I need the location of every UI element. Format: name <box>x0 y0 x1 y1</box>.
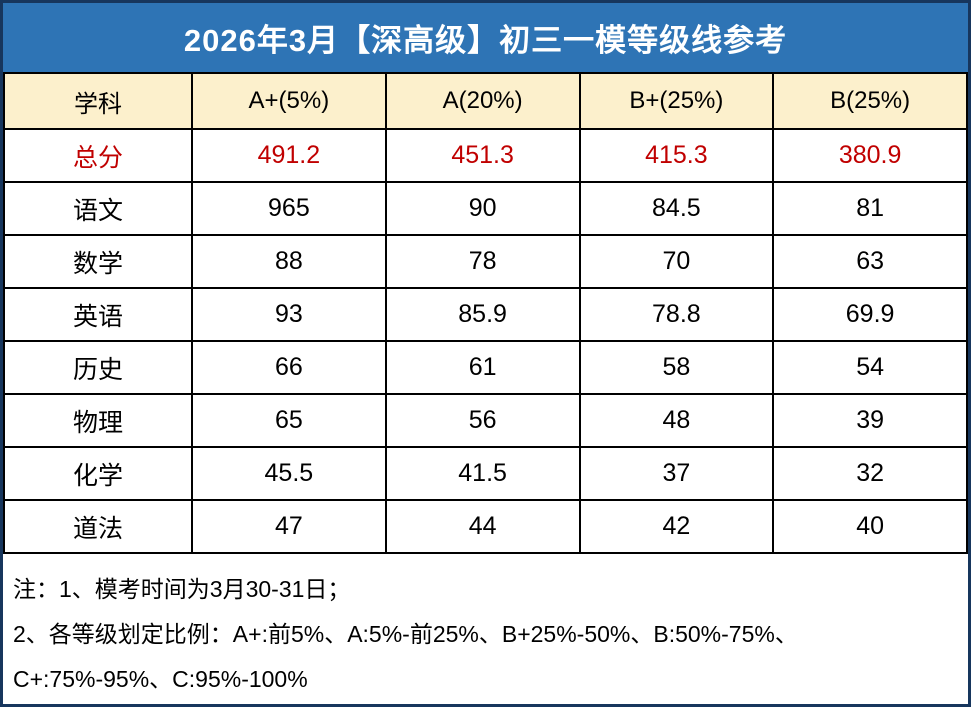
table-row-math: 数学 88 78 70 63 <box>3 234 968 289</box>
grade-cell: 39 <box>772 393 968 448</box>
table-row-chemistry: 化学 45.5 41.5 37 32 <box>3 446 968 501</box>
grade-cell: 61 <box>384 340 581 395</box>
grade-cell: 56 <box>384 393 581 448</box>
subject-cell: 物理 <box>3 393 193 448</box>
subject-cell: 语文 <box>3 181 193 236</box>
table-row-physics: 物理 65 56 48 39 <box>3 393 968 448</box>
grade-cell: 415.3 <box>578 128 775 183</box>
grade-cell: 78 <box>384 234 581 289</box>
table-header-row: 学科 A+(5%) A(20%) B+(25%) B(25%) <box>3 72 968 130</box>
grade-cell: 81 <box>772 181 968 236</box>
subject-cell: 化学 <box>3 446 193 501</box>
grade-cell: 84.5 <box>578 181 775 236</box>
grade-cell: 66 <box>191 340 387 395</box>
subject-cell: 道法 <box>3 499 193 554</box>
grade-cell: 451.3 <box>384 128 581 183</box>
subject-cell: 总分 <box>3 128 193 183</box>
grade-cell: 965 <box>191 181 387 236</box>
table-row-chinese: 语文 965 90 84.5 81 <box>3 181 968 236</box>
subject-cell: 历史 <box>3 340 193 395</box>
grade-cell: 70 <box>578 234 775 289</box>
grade-cell: 491.2 <box>191 128 387 183</box>
grade-cell: 90 <box>384 181 581 236</box>
grade-cell: 32 <box>772 446 968 501</box>
footnote-line-1: 注：1、模考时间为3月30-31日； <box>13 576 351 602</box>
column-header-bplus: B+(25%) <box>578 72 775 130</box>
grade-cell: 47 <box>191 499 387 554</box>
column-header-b: B(25%) <box>772 72 968 130</box>
grade-cell: 69.9 <box>772 287 968 342</box>
grade-cell: 48 <box>578 393 775 448</box>
table-row-english: 英语 93 85.9 78.8 69.9 <box>3 287 968 342</box>
grade-table: 学科 A+(5%) A(20%) B+(25%) B(25%) 总分 491.2… <box>3 72 968 554</box>
table-row-history: 历史 66 61 58 54 <box>3 340 968 395</box>
footnote-line-3: C+:75%-95%、C:95%-100% <box>13 666 308 692</box>
grade-cell: 45.5 <box>191 446 387 501</box>
table-row-morality-law: 道法 47 44 42 40 <box>3 499 968 554</box>
grade-cell: 42 <box>578 499 775 554</box>
grade-cell: 380.9 <box>772 128 968 183</box>
footnote-line-2: 2、各等级划定比例：A+:前5%、A:5%-前25%、B+25%-50%、B:5… <box>13 621 798 647</box>
page-title: 2026年3月【深高级】初三一模等级线参考 <box>3 3 968 72</box>
grade-cell: 44 <box>384 499 581 554</box>
footnotes: 注：1、模考时间为3月30-31日； 2、各等级划定比例：A+:前5%、A:5%… <box>3 554 968 704</box>
grade-cell: 65 <box>191 393 387 448</box>
grade-cell: 88 <box>191 234 387 289</box>
column-header-aplus: A+(5%) <box>191 72 387 130</box>
grade-cell: 85.9 <box>384 287 581 342</box>
grade-cell: 63 <box>772 234 968 289</box>
grade-cell: 54 <box>772 340 968 395</box>
column-header-subject: 学科 <box>3 72 193 130</box>
column-header-a: A(20%) <box>384 72 581 130</box>
grade-cell: 78.8 <box>578 287 775 342</box>
grade-cell: 93 <box>191 287 387 342</box>
grade-cell: 41.5 <box>384 446 581 501</box>
table-row-total: 总分 491.2 451.3 415.3 380.9 <box>3 128 968 183</box>
subject-cell: 数学 <box>3 234 193 289</box>
grade-cell: 58 <box>578 340 775 395</box>
grade-cell: 37 <box>578 446 775 501</box>
subject-cell: 英语 <box>3 287 193 342</box>
grade-cell: 40 <box>772 499 968 554</box>
